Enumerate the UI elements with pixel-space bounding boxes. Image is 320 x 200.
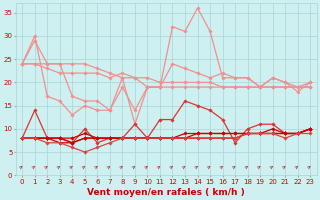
X-axis label: Vent moyen/en rafales ( km/h ): Vent moyen/en rafales ( km/h ) [87, 188, 245, 197]
